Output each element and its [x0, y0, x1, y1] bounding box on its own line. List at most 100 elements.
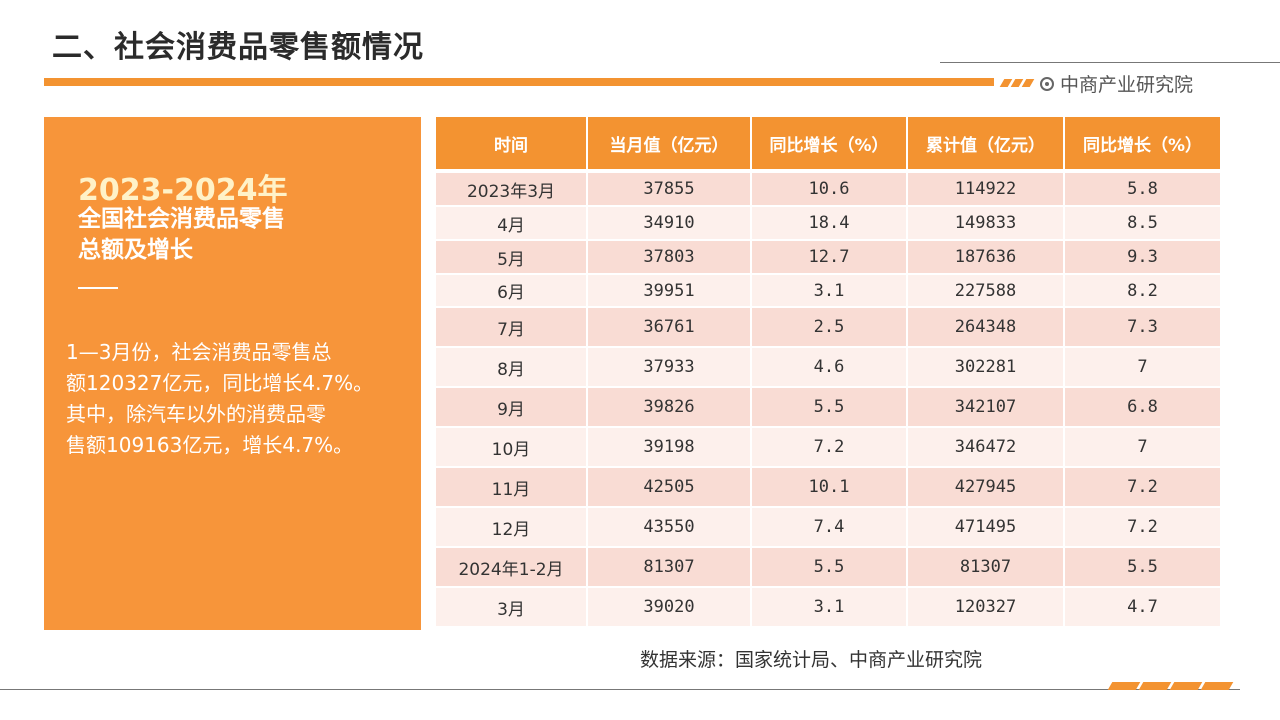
table-cell: 8月: [436, 348, 588, 388]
table-cell: 4月: [436, 207, 588, 241]
table-cell: 4.6: [752, 348, 908, 388]
table-cell: 7.2: [1065, 468, 1220, 508]
table-row: 5月 37803 12.7 187636 9.3: [436, 241, 1220, 275]
table-cell: 39826: [588, 388, 752, 428]
footer-stripes-decoration: [1107, 682, 1234, 690]
table-row: 9月 39826 5.5 342107 6.8: [436, 388, 1220, 428]
table-row: 2023年3月 37855 10.6 114922 5.8: [436, 173, 1220, 207]
table-cell: 5.5: [1065, 548, 1220, 588]
table-cell: 11月: [436, 468, 588, 508]
summary-subtitle-line: 总额及增长: [78, 237, 193, 263]
table-header-cell: 当月值（亿元）: [588, 117, 752, 173]
summary-text: 1—3月份，社会消费品零售总 额120327亿元，同比增长4.7%。 其中，除汽…: [66, 337, 406, 461]
table-header-cell: 时间: [436, 117, 588, 173]
data-source-note: 数据来源：国家统计局、中商产业研究院: [640, 649, 983, 671]
table-body: 2023年3月 37855 10.6 114922 5.8 4月 34910 18.4 1498…: [436, 173, 1220, 628]
table-cell: 2024年1-2月: [436, 548, 588, 588]
table-cell: 7.2: [1065, 508, 1220, 548]
page-title: 二、社会消费品零售额情况: [52, 30, 424, 65]
table-cell: 264348: [908, 308, 1065, 348]
header-stripes-decoration: [999, 79, 1035, 87]
table-header-cell: 累计值（亿元）: [908, 117, 1065, 173]
table-row: 3月 39020 3.1 120327 4.7: [436, 588, 1220, 628]
table-cell: 471495: [908, 508, 1065, 548]
title-underline-bar: [44, 78, 994, 86]
table-cell: 427945: [908, 468, 1065, 508]
table-cell: 3.1: [752, 275, 908, 308]
table-header-cell: 同比增长（%）: [1065, 117, 1220, 173]
header-divider-line: [940, 62, 1280, 63]
summary-year: 2023-2024年: [78, 173, 288, 208]
table-row: 8月 37933 4.6 302281 7: [436, 348, 1220, 388]
table-cell: 5.5: [752, 388, 908, 428]
table-cell: 37803: [588, 241, 752, 275]
table-header-row: 时间 当月值（亿元） 同比增长（%） 累计值（亿元） 同比增长（%）: [436, 117, 1220, 173]
table-cell: 120327: [908, 588, 1065, 628]
table-row: 7月 36761 2.5 264348 7.3: [436, 308, 1220, 348]
table-cell: 149833: [908, 207, 1065, 241]
summary-panel: 2023-2024年 全国社会消费品零售 总额及增长 1—3月份，社会消费品零售…: [44, 117, 421, 630]
table-cell: 7: [1065, 428, 1220, 468]
table-cell: 3.1: [752, 588, 908, 628]
target-circle-icon: [1040, 76, 1054, 91]
table-cell: 42505: [588, 468, 752, 508]
table-cell: 10.1: [752, 468, 908, 508]
brand-logo: 中商产业研究院: [1040, 70, 1193, 97]
table-cell: 39198: [588, 428, 752, 468]
table-row: 11月 42505 10.1 427945 7.2: [436, 468, 1220, 508]
summary-divider: [78, 287, 118, 289]
table-cell: 81307: [588, 548, 752, 588]
table-cell: 7: [1065, 348, 1220, 388]
table-cell: 37855: [588, 173, 752, 207]
table-cell: 9.3: [1065, 241, 1220, 275]
table-cell: 12.7: [752, 241, 908, 275]
table-cell: 34910: [588, 207, 752, 241]
table-cell: 302281: [908, 348, 1065, 388]
table-cell: 36761: [588, 308, 752, 348]
brand-name: 中商产业研究院: [1060, 74, 1194, 96]
table-row: 4月 34910 18.4 149833 8.5: [436, 207, 1220, 241]
table-cell: 8.2: [1065, 275, 1220, 308]
table-cell: 37933: [588, 348, 752, 388]
table-cell: 4.7: [1065, 588, 1220, 628]
summary-text-line: 售额109163亿元，增长4.7%。: [66, 433, 354, 457]
table-cell: 187636: [908, 241, 1065, 275]
table-cell: 342107: [908, 388, 1065, 428]
table-cell: 7月: [436, 308, 588, 348]
table-cell: 8.5: [1065, 207, 1220, 241]
table-cell: 7.4: [752, 508, 908, 548]
table-cell: 81307: [908, 548, 1065, 588]
summary-subtitle: 全国社会消费品零售 总额及增长: [78, 204, 378, 266]
summary-subtitle-line: 全国社会消费品零售: [78, 206, 285, 232]
table-row: 2024年1-2月 81307 5.5 81307 5.5: [436, 548, 1220, 588]
table-cell: 346472: [908, 428, 1065, 468]
table-cell: 39020: [588, 588, 752, 628]
summary-text-line: 其中，除汽车以外的消费品零: [66, 402, 326, 426]
table-cell: 39951: [588, 275, 752, 308]
table-cell: 2.5: [752, 308, 908, 348]
summary-text-line: 额120327亿元，同比增长4.7%。: [66, 371, 374, 395]
table-cell: 18.4: [752, 207, 908, 241]
table-cell: 6.8: [1065, 388, 1220, 428]
table-row: 6月 39951 3.1 227588 8.2: [436, 275, 1220, 308]
table-cell: 6月: [436, 275, 588, 308]
table-row: 12月 43550 7.4 471495 7.2: [436, 508, 1220, 548]
retail-sales-table: 时间 当月值（亿元） 同比增长（%） 累计值（亿元） 同比增长（%） 2023年…: [436, 117, 1220, 628]
table-header-cell: 同比增长（%）: [752, 117, 908, 173]
table-cell: 3月: [436, 588, 588, 628]
table-cell: 9月: [436, 388, 588, 428]
table-cell: 2023年3月: [436, 173, 588, 207]
table-cell: 7.3: [1065, 308, 1220, 348]
footer-divider-line: [0, 689, 1240, 690]
table-cell: 10月: [436, 428, 588, 468]
summary-text-line: 1—3月份，社会消费品零售总: [66, 340, 332, 364]
table-cell: 5.5: [752, 548, 908, 588]
table-cell: 5.8: [1065, 173, 1220, 207]
table-cell: 7.2: [752, 428, 908, 468]
table-cell: 227588: [908, 275, 1065, 308]
table-row: 10月 39198 7.2 346472 7: [436, 428, 1220, 468]
table-cell: 43550: [588, 508, 752, 548]
table-cell: 10.6: [752, 173, 908, 207]
table-cell: 5月: [436, 241, 588, 275]
table-cell: 114922: [908, 173, 1065, 207]
